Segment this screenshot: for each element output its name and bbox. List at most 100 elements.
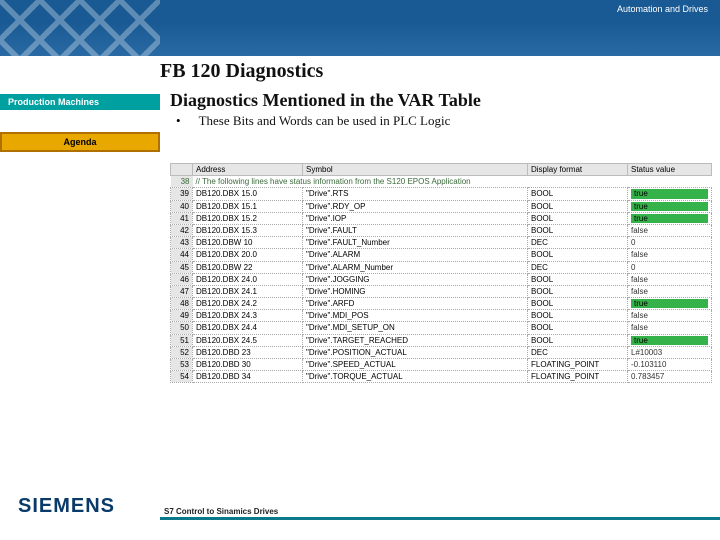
table-row[interactable]: 48DB120.DBX 24.2"Drive".ARFDBOOLtrue [171, 298, 712, 310]
cell-status: 0 [628, 237, 712, 249]
cell-address: DB120.DBX 24.3 [193, 310, 303, 322]
sidebar-tab-production-machines[interactable]: Production Machines [0, 94, 160, 110]
cell-symbol: "Drive".MDI_SETUP_ON [303, 322, 528, 334]
table-row[interactable]: 54DB120.DBD 34"Drive".TORQUE_ACTUALFLOAT… [171, 371, 712, 383]
table-row[interactable]: 50DB120.DBX 24.4"Drive".MDI_SETUP_ONBOOL… [171, 322, 712, 334]
row-number: 41 [171, 212, 193, 224]
cell-status: false [628, 310, 712, 322]
row-number: 50 [171, 322, 193, 334]
cell-symbol: "Drive".FAULT_Number [303, 237, 528, 249]
table-row[interactable]: 53DB120.DBD 30"Drive".SPEED_ACTUALFLOATI… [171, 359, 712, 371]
table-row[interactable]: 45DB120.DBW 22"Drive".ALARM_NumberDEC0 [171, 261, 712, 273]
table-row[interactable]: 43DB120.DBW 10"Drive".FAULT_NumberDEC0 [171, 237, 712, 249]
table-row[interactable]: 40DB120.DBX 15.1"Drive".RDY_OPBOOLtrue [171, 200, 712, 212]
cell-symbol: "Drive".JOGGING [303, 273, 528, 285]
table-row[interactable]: 42DB120.DBX 15.3"Drive".FAULTBOOLfalse [171, 224, 712, 236]
table-body: 38 // The following lines have status in… [171, 176, 712, 383]
cell-status: true [628, 200, 712, 212]
bullet-dot: • [176, 113, 181, 128]
cell-format: DEC [528, 261, 628, 273]
cell-format: BOOL [528, 249, 628, 261]
cell-format: BOOL [528, 188, 628, 200]
col-header-symbol: Symbol [303, 164, 528, 176]
main-layout: Production Machines Agenda Diagnostics M… [0, 90, 720, 470]
table-comment-row: 38 // The following lines have status in… [171, 176, 712, 188]
page-title: FB 120 Diagnostics [160, 60, 720, 83]
col-header-status: Status value [628, 164, 712, 176]
content-bullet: • These Bits and Words can be used in PLC… [170, 113, 712, 129]
cell-format: BOOL [528, 310, 628, 322]
row-number: 44 [171, 249, 193, 261]
cell-format: DEC [528, 346, 628, 358]
table-row[interactable]: 52DB120.DBD 23"Drive".POSITION_ACTUALDEC… [171, 346, 712, 358]
row-number: 43 [171, 237, 193, 249]
cell-status: false [628, 273, 712, 285]
cell-format: FLOATING_POINT [528, 371, 628, 383]
cell-address: DB120.DBW 22 [193, 261, 303, 273]
cell-address: DB120.DBX 20.0 [193, 249, 303, 261]
cell-symbol: "Drive".FAULT [303, 224, 528, 236]
bullet-text: These Bits and Words can be used in PLC … [199, 113, 451, 128]
sidebar-tab-agenda[interactable]: Agenda [0, 132, 160, 152]
table-header-row: Address Symbol Display format Status val… [171, 164, 712, 176]
cell-address: DB120.DBD 30 [193, 359, 303, 371]
table-row[interactable]: 44DB120.DBX 20.0"Drive".ALARMBOOLfalse [171, 249, 712, 261]
cell-status: false [628, 224, 712, 236]
row-number: 54 [171, 371, 193, 383]
cell-status: true [628, 212, 712, 224]
cell-status: true [628, 188, 712, 200]
cell-format: BOOL [528, 298, 628, 310]
cell-format: BOOL [528, 322, 628, 334]
cell-address: DB120.DBD 34 [193, 371, 303, 383]
var-table-wrap: Address Symbol Display format Status val… [170, 163, 712, 383]
cell-address: DB120.DBX 24.5 [193, 334, 303, 346]
row-number: 47 [171, 285, 193, 297]
table-row[interactable]: 49DB120.DBX 24.3"Drive".MDI_POSBOOLfalse [171, 310, 712, 322]
row-number: 49 [171, 310, 193, 322]
cell-format: BOOL [528, 285, 628, 297]
col-header-num [171, 164, 193, 176]
cell-format: BOOL [528, 224, 628, 236]
table-row[interactable]: 47DB120.DBX 24.1"Drive".HOMINGBOOLfalse [171, 285, 712, 297]
content-area: Diagnostics Mentioned in the VAR Table •… [160, 90, 720, 470]
cell-format: FLOATING_POINT [528, 359, 628, 371]
sidebar: Production Machines Agenda [0, 90, 160, 470]
footer: SIEMENS S7 Control to Sinamics Drives [0, 488, 720, 540]
cell-format: DEC [528, 237, 628, 249]
cell-status: L#10003 [628, 346, 712, 358]
cell-address: DB120.DBD 23 [193, 346, 303, 358]
cell-symbol: "Drive".RDY_OP [303, 200, 528, 212]
cell-address: DB120.DBX 24.1 [193, 285, 303, 297]
cell-status: 0.783457 [628, 371, 712, 383]
cell-status: false [628, 285, 712, 297]
content-subtitle: Diagnostics Mentioned in the VAR Table [170, 90, 712, 111]
cell-address: DB120.DBX 15.3 [193, 224, 303, 236]
cell-address: DB120.DBX 15.2 [193, 212, 303, 224]
row-number: 45 [171, 261, 193, 273]
top-band-pattern [0, 0, 160, 56]
cell-format: BOOL [528, 212, 628, 224]
row-number: 40 [171, 200, 193, 212]
cell-format: BOOL [528, 273, 628, 285]
cell-status: false [628, 249, 712, 261]
cell-symbol: "Drive".SPEED_ACTUAL [303, 359, 528, 371]
cell-address: DB120.DBX 24.2 [193, 298, 303, 310]
row-number: 51 [171, 334, 193, 346]
table-row[interactable]: 51DB120.DBX 24.5"Drive".TARGET_REACHEDBO… [171, 334, 712, 346]
var-table: Address Symbol Display format Status val… [170, 163, 712, 383]
row-number: 39 [171, 188, 193, 200]
cell-address: DB120.DBW 10 [193, 237, 303, 249]
cell-symbol: "Drive".ALARM [303, 249, 528, 261]
cell-symbol: "Drive".ARFD [303, 298, 528, 310]
title-band: FB 120 Diagnostics [0, 56, 720, 90]
table-row[interactable]: 46DB120.DBX 24.0"Drive".JOGGINGBOOLfalse [171, 273, 712, 285]
cell-symbol: "Drive".TORQUE_ACTUAL [303, 371, 528, 383]
cell-status: 0 [628, 261, 712, 273]
row-number: 52 [171, 346, 193, 358]
table-row[interactable]: 41DB120.DBX 15.2"Drive".IOPBOOLtrue [171, 212, 712, 224]
cell-address: DB120.DBX 24.4 [193, 322, 303, 334]
table-row[interactable]: 39DB120.DBX 15.0"Drive".RTSBOOLtrue [171, 188, 712, 200]
comment-num: 38 [171, 176, 193, 188]
cell-address: DB120.DBX 24.0 [193, 273, 303, 285]
header-tagline: Automation and Drives [617, 4, 708, 14]
